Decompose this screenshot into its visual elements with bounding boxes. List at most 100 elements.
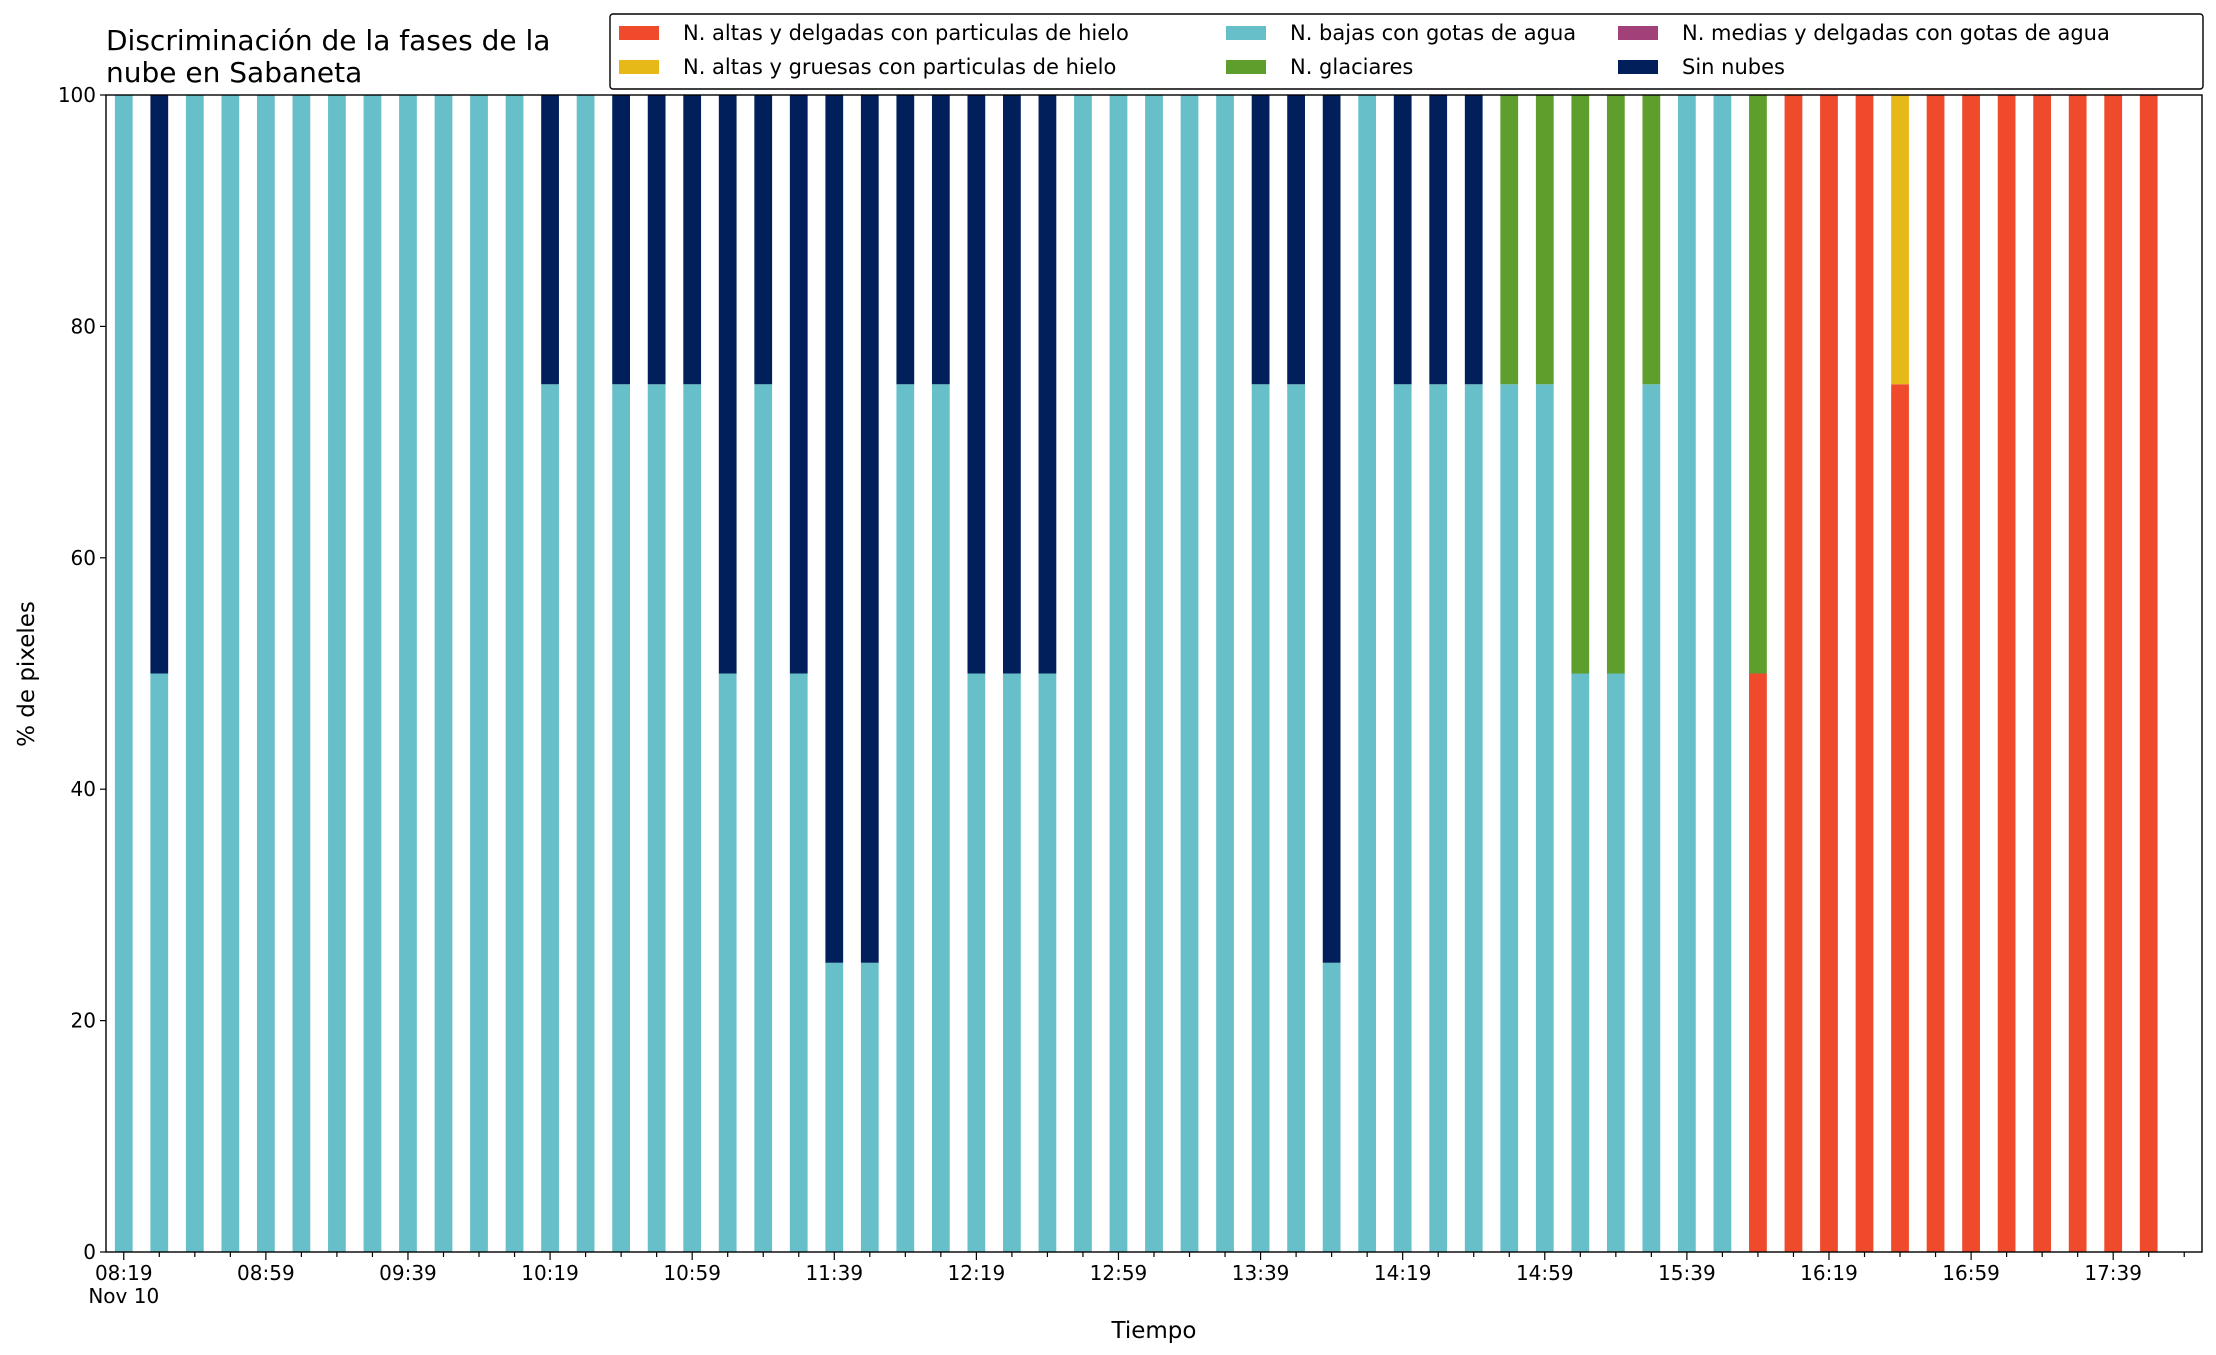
bar-segment xyxy=(2033,95,2052,1252)
bar-segment xyxy=(967,673,986,1252)
legend-swatch xyxy=(619,26,659,40)
bar-segment xyxy=(931,384,950,1252)
bar-segment xyxy=(541,95,559,385)
x-tick-label: 13:39 xyxy=(1232,1261,1290,1285)
bar-segment xyxy=(1784,95,1803,1252)
bar-segment xyxy=(789,673,808,1252)
bar-segment xyxy=(1500,384,1519,1252)
bar-segment xyxy=(1003,673,1021,1252)
bar-segment xyxy=(1678,95,1696,1252)
bar-segment xyxy=(1535,95,1554,385)
bar-segment xyxy=(647,95,666,385)
bar-segment xyxy=(1855,95,1874,1252)
x-tick-label: 09:39 xyxy=(379,1261,437,1285)
bar-segment xyxy=(185,95,204,1252)
x-tick-label: 15:39 xyxy=(1658,1261,1716,1285)
bar-segment xyxy=(754,384,773,1252)
bar-segment xyxy=(1891,384,1909,1252)
x-tick-label: 16:59 xyxy=(1942,1261,2000,1285)
bar-segment xyxy=(1038,95,1057,674)
bar-segment xyxy=(967,95,986,674)
bar-segment xyxy=(1606,673,1625,1252)
bar-segment xyxy=(1713,95,1732,1252)
bar-segment xyxy=(683,95,702,385)
bar-segment xyxy=(1003,95,1021,674)
legend-label: N. altas y gruesas con particulas de hie… xyxy=(683,55,1116,79)
bar-segment xyxy=(576,95,595,1252)
legend-swatch xyxy=(1226,26,1266,40)
bar-segment xyxy=(1429,95,1448,385)
bar-segment xyxy=(541,384,559,1252)
x-tick-label: 10:59 xyxy=(663,1261,721,1285)
bar-segment xyxy=(1500,95,1519,385)
bar-segment xyxy=(2139,95,2158,1252)
chart-title: Discriminación de la fases de la nube en … xyxy=(106,24,550,89)
bar-segment xyxy=(1571,673,1590,1252)
bar-segment xyxy=(363,95,382,1252)
bar-segment xyxy=(612,95,630,385)
y-axis-label: % de pixeles xyxy=(14,601,40,747)
bar-segment xyxy=(1642,95,1661,385)
bar-segment xyxy=(1926,95,1945,1252)
y-tick-label: 40 xyxy=(71,777,96,801)
bar-segment xyxy=(1749,95,1767,674)
bar-segment xyxy=(612,384,630,1252)
bar-segment xyxy=(2104,95,2123,1252)
x-tick-label: 08:59 xyxy=(237,1261,295,1285)
legend-swatch xyxy=(1226,60,1266,74)
bar-segment xyxy=(1109,95,1128,1252)
bar-segment xyxy=(647,384,666,1252)
bar-segment xyxy=(114,95,133,1252)
bar-segment xyxy=(683,384,702,1252)
y-tick-label: 0 xyxy=(83,1240,96,1264)
bar-segment xyxy=(789,95,808,674)
bar-segment xyxy=(931,95,950,385)
bar-segment xyxy=(896,384,915,1252)
bar-segment xyxy=(505,95,524,1252)
bar-segment xyxy=(256,95,275,1252)
bar-segment xyxy=(292,95,311,1252)
bar-segment xyxy=(1074,95,1092,1252)
legend-label: N. glaciares xyxy=(1290,55,1413,79)
legend-swatch xyxy=(1618,26,1658,40)
bar-segment xyxy=(399,95,417,1252)
bar-segment xyxy=(825,95,844,963)
legend-box xyxy=(609,13,2204,90)
y-tick-label: 100 xyxy=(58,83,96,107)
bar-segment xyxy=(1429,384,1448,1252)
bar-segment xyxy=(1216,95,1234,1252)
bar-segment xyxy=(1251,384,1270,1252)
legend-label: N. medias y delgadas con gotas de agua xyxy=(1682,21,2110,45)
bar-segment xyxy=(1358,95,1377,1252)
x-tick-label: 12:19 xyxy=(948,1261,1006,1285)
bar-segment xyxy=(1287,384,1305,1252)
bar-segment xyxy=(470,95,488,1252)
bar-segment xyxy=(1322,95,1341,963)
x-tick-label: 17:39 xyxy=(2084,1261,2142,1285)
legend-label: N. altas y delgadas con particulas de hi… xyxy=(683,21,1129,45)
y-tick-label: 60 xyxy=(71,546,96,570)
bar-segment xyxy=(150,673,169,1252)
bar-segment xyxy=(718,673,737,1252)
x-tick-label: 16:19 xyxy=(1800,1261,1858,1285)
bar-segment xyxy=(328,95,346,1252)
x-tick-label: 14:19 xyxy=(1374,1261,1432,1285)
legend-label: Sin nubes xyxy=(1682,55,1785,79)
bar-segment xyxy=(1251,95,1270,385)
bar-segment xyxy=(1642,384,1661,1252)
x-tick-label: 14:59 xyxy=(1516,1261,1574,1285)
legend-swatch xyxy=(1618,60,1658,74)
bar-segment xyxy=(221,95,240,1252)
bar-segment xyxy=(1749,673,1767,1252)
bar-segment xyxy=(1393,95,1412,385)
bar-segment xyxy=(1997,95,2016,1252)
x-tick-label: 08:19 Nov 10 xyxy=(88,1261,159,1308)
bar-segment xyxy=(1571,95,1590,674)
bar-segment xyxy=(896,95,915,385)
bar-segment xyxy=(718,95,737,674)
x-tick-label: 10:19 xyxy=(521,1261,579,1285)
x-tick-label: 12:59 xyxy=(1090,1261,1148,1285)
bar-segment xyxy=(1962,95,1980,1252)
bar-segment xyxy=(1038,673,1057,1252)
